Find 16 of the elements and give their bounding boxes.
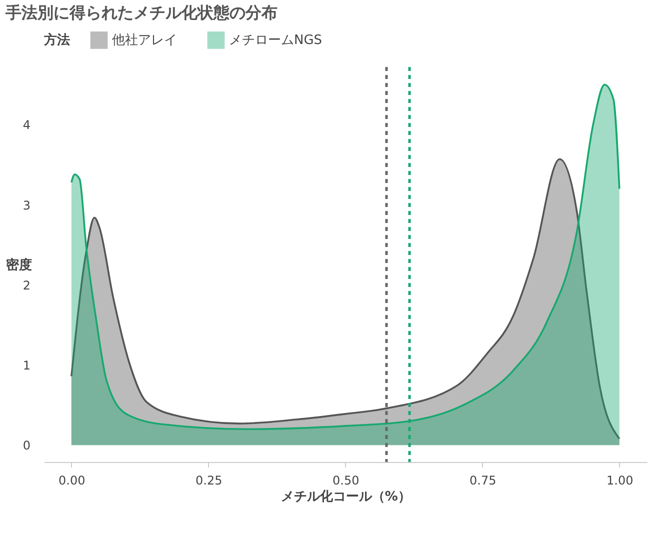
y-tick-label: 4 (22, 118, 30, 132)
y-tick-label: 0 (22, 438, 30, 453)
legend-title: 方法 (43, 32, 70, 48)
x-tick-label: 0.25 (196, 474, 222, 488)
chart-title: 手法別に得られたメチル化状態の分布 (4, 3, 278, 22)
y-tick-label: 3 (22, 198, 30, 212)
y-axis-title: 密度 (6, 257, 32, 273)
y-tick-label: 2 (22, 278, 30, 292)
x-tick-label: 0.00 (58, 474, 86, 488)
y-tick-label: 1 (22, 358, 30, 373)
legend-label: 他社アレイ (112, 33, 177, 48)
legend-label: メチロームNGS (229, 33, 322, 48)
x-tick-label: 0.50 (332, 474, 360, 488)
x-axis-title: メチル化コール（%） (280, 490, 411, 504)
x-tick-label: 0.75 (470, 474, 496, 488)
x-tick-label: 1.00 (606, 474, 634, 488)
